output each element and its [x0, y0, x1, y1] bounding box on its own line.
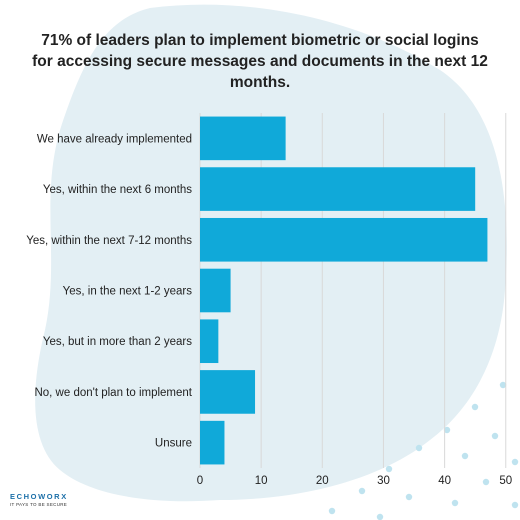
dot: [451, 499, 459, 507]
dot: [443, 426, 451, 434]
category-label: Yes, in the next 1-2 years: [63, 286, 193, 298]
dot: [405, 493, 413, 501]
category-label: We have already implemented: [37, 133, 192, 145]
dot: [511, 458, 519, 466]
bars: [200, 116, 488, 465]
category-labels: We have already implemented Yes, within t…: [26, 133, 193, 449]
category-label: Yes, within the next 7-12 months: [26, 235, 192, 247]
dot: [358, 487, 366, 495]
gridlines: [199, 113, 507, 468]
dot: [461, 452, 469, 460]
category-label: Yes, within the next 6 months: [43, 184, 192, 196]
bar: [200, 370, 256, 414]
dot: [376, 513, 384, 520]
dot: [385, 465, 393, 473]
x-tick-label: 20: [316, 475, 329, 487]
chart-title: 71% of leaders plan to implement biometr…: [30, 30, 490, 93]
bar: [200, 167, 476, 211]
title-emphasis: 12 months.: [229, 53, 488, 91]
title-text: of leaders plan to implement biometric o…: [32, 32, 479, 70]
dot: [491, 432, 499, 440]
brand-name: ECHOWORX: [10, 492, 68, 501]
x-axis-ticks: 0 10 20 30 40 50: [197, 475, 512, 487]
category-label: Yes, but in more than 2 years: [43, 336, 192, 348]
echoworx-logo: ECHOWORX IT PAYS TO BE SECURE: [10, 493, 68, 507]
x-tick-label: 10: [255, 475, 268, 487]
x-tick-label: 30: [377, 475, 390, 487]
bar: [200, 319, 219, 364]
dot: [415, 444, 423, 452]
x-tick-label: 50: [499, 475, 512, 487]
bar: [200, 420, 225, 465]
brand-tagline: IT PAYS TO BE SECURE: [10, 501, 68, 507]
bar: [200, 268, 231, 313]
title-percent: 71%: [41, 32, 73, 49]
x-tick-label: 40: [438, 475, 451, 487]
dot: [482, 478, 490, 486]
decorative-dots: [328, 381, 519, 520]
dot: [499, 381, 507, 389]
category-label: Unsure: [155, 438, 192, 450]
bar: [200, 116, 286, 161]
bar: [200, 217, 488, 262]
dot: [511, 501, 519, 509]
category-label: No, we don't plan to implement: [34, 387, 192, 399]
x-tick-label: 0: [197, 475, 203, 487]
dot: [471, 403, 479, 411]
dot: [328, 507, 336, 515]
